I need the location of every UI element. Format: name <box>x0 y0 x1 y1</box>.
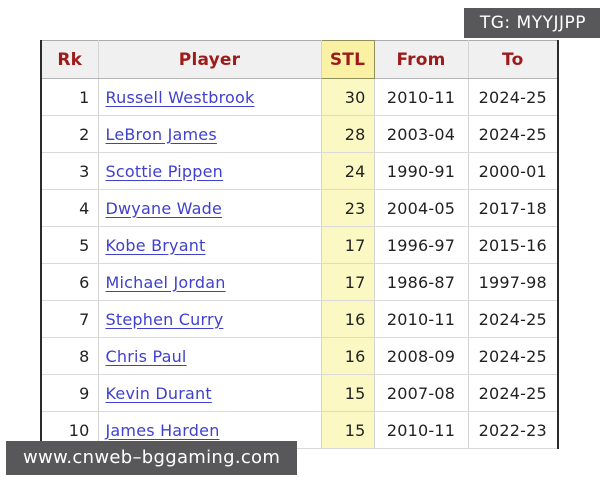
to-cell: 1997-98 <box>468 263 558 301</box>
to-cell: 2024-25 <box>468 115 558 153</box>
player-link[interactable]: Kevin Durant <box>105 383 212 403</box>
player-cell: Dwyane Wade <box>98 189 322 227</box>
table-row: 2 LeBron James 28 2003-04 2024-25 <box>41 115 558 153</box>
table-row: 7 Stephen Curry 16 2010-11 2024-25 <box>41 300 558 338</box>
player-cell: Kobe Bryant <box>98 226 322 264</box>
steals-leaders-table: Rk Player STL From To 1 Russell Westbroo… <box>40 40 559 449</box>
table-header: Rk Player STL From To <box>41 40 558 79</box>
player-link[interactable]: LeBron James <box>105 124 217 144</box>
table-row: 8 Chris Paul 16 2008-09 2024-25 <box>41 337 558 375</box>
watermark: www.cnweb–bggaming.com <box>6 441 298 475</box>
player-cell: Scottie Pippen <box>98 152 322 190</box>
rank-cell: 8 <box>41 337 99 375</box>
player-cell: Michael Jordan <box>98 263 322 301</box>
player-link[interactable]: Russell Westbrook <box>105 87 255 107</box>
column-header-rk: Rk <box>41 40 99 79</box>
to-cell: 2022-23 <box>468 411 558 449</box>
to-cell: 2024-25 <box>468 78 558 116</box>
rank-cell: 3 <box>41 152 99 190</box>
header-row: Rk Player STL From To <box>41 40 558 79</box>
stl-cell: 16 <box>321 300 375 338</box>
rank-cell: 5 <box>41 226 99 264</box>
stl-cell: 17 <box>321 263 375 301</box>
from-cell: 2003-04 <box>374 115 469 153</box>
player-link[interactable]: Stephen Curry <box>105 309 224 329</box>
to-cell: 2024-25 <box>468 337 558 375</box>
table-row: 6 Michael Jordan 17 1986-87 1997-98 <box>41 263 558 301</box>
rank-cell: 7 <box>41 300 99 338</box>
player-cell: Chris Paul <box>98 337 322 375</box>
player-link[interactable]: Scottie Pippen <box>105 161 224 181</box>
stl-cell: 16 <box>321 337 375 375</box>
stl-cell: 30 <box>321 78 375 116</box>
rank-cell: 9 <box>41 374 99 412</box>
column-header-from: From <box>374 40 469 79</box>
stl-cell: 24 <box>321 152 375 190</box>
from-cell: 1990-91 <box>374 152 469 190</box>
column-header-to: To <box>468 40 558 79</box>
from-cell: 2008-09 <box>374 337 469 375</box>
rank-cell: 2 <box>41 115 99 153</box>
stl-cell: 15 <box>321 411 375 449</box>
rank-cell: 1 <box>41 78 99 116</box>
player-link[interactable]: Chris Paul <box>105 346 187 366</box>
table-row: 9 Kevin Durant 15 2007-08 2024-25 <box>41 374 558 412</box>
stl-cell: 28 <box>321 115 375 153</box>
from-cell: 2007-08 <box>374 374 469 412</box>
from-cell: 2010-11 <box>374 300 469 338</box>
table-row: 4 Dwyane Wade 23 2004-05 2017-18 <box>41 189 558 227</box>
player-cell: Stephen Curry <box>98 300 322 338</box>
from-cell: 2010-11 <box>374 411 469 449</box>
to-cell: 2000-01 <box>468 152 558 190</box>
player-cell: LeBron James <box>98 115 322 153</box>
player-link[interactable]: Kobe Bryant <box>105 235 206 255</box>
player-cell: Russell Westbrook <box>98 78 322 116</box>
table-row: 5 Kobe Bryant 17 1996-97 2015-16 <box>41 226 558 264</box>
rank-cell: 4 <box>41 189 99 227</box>
stl-cell: 17 <box>321 226 375 264</box>
player-link[interactable]: Dwyane Wade <box>105 198 223 218</box>
player-link[interactable]: James Harden <box>105 420 220 440</box>
table-row: 3 Scottie Pippen 24 1990-91 2000-01 <box>41 152 558 190</box>
stl-cell: 15 <box>321 374 375 412</box>
player-link[interactable]: Michael Jordan <box>105 272 226 292</box>
tag-badge: TG: MYYJJPP <box>463 8 600 38</box>
from-cell: 2004-05 <box>374 189 469 227</box>
from-cell: 2010-11 <box>374 78 469 116</box>
stl-cell: 23 <box>321 189 375 227</box>
column-header-stl: STL <box>320 40 375 79</box>
table-body: 1 Russell Westbrook 30 2010-11 2024-25 2… <box>41 78 558 449</box>
from-cell: 1986-87 <box>374 263 469 301</box>
column-header-player: Player <box>98 40 322 79</box>
table-row: 1 Russell Westbrook 30 2010-11 2024-25 <box>41 78 558 116</box>
from-cell: 1996-97 <box>374 226 469 264</box>
to-cell: 2015-16 <box>468 226 558 264</box>
player-cell: Kevin Durant <box>98 374 322 412</box>
rank-cell: 6 <box>41 263 99 301</box>
to-cell: 2024-25 <box>468 374 558 412</box>
to-cell: 2024-25 <box>468 300 558 338</box>
to-cell: 2017-18 <box>468 189 558 227</box>
